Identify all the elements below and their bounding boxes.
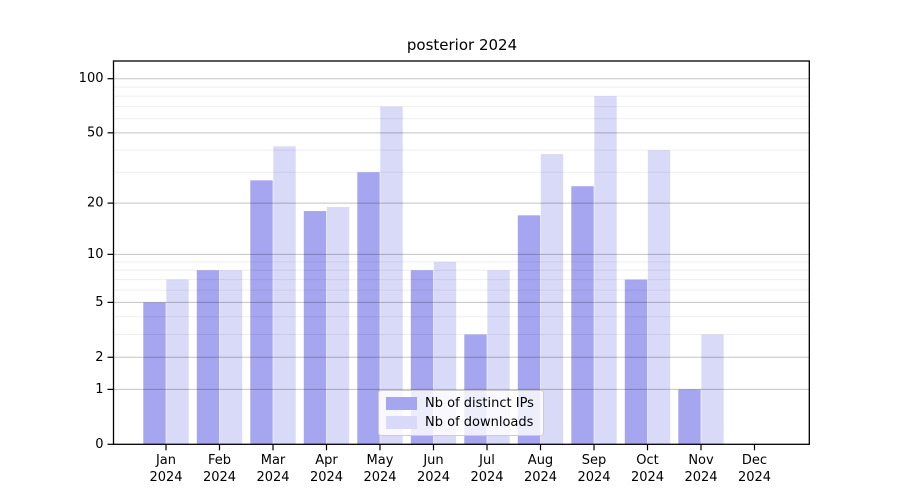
- x-tick-label-month-2: Mar: [261, 453, 286, 468]
- bar-ips-aug-2024: [517, 215, 541, 445]
- x-tick-label-year-11: 2024: [738, 470, 771, 485]
- bar-ips-feb-2024: [196, 270, 220, 445]
- bar-downloads-nov-2024: [701, 334, 724, 445]
- x-tick-label-year-9: 2024: [631, 470, 664, 485]
- x-tick-label-year-1: 2024: [203, 470, 236, 485]
- x-tick-label-year-4: 2024: [363, 470, 396, 485]
- x-tick-label-month-0: Jan: [155, 453, 176, 468]
- bar-downloads-aug-2024: [540, 154, 564, 445]
- x-tick-label-month-1: Feb: [208, 453, 231, 468]
- bar-ips-apr-2024: [303, 211, 327, 445]
- bar-ips-jan-2024: [143, 302, 166, 445]
- bar-downloads-mar-2024: [273, 146, 296, 445]
- y-tick-label-2: 2: [95, 350, 103, 365]
- bar-downloads-feb-2024: [219, 270, 243, 445]
- legend-swatch-downloads: [386, 416, 417, 429]
- x-tick-label-month-7: Aug: [528, 453, 553, 468]
- x-tick-label-year-0: 2024: [149, 470, 182, 485]
- legend-label-ips: Nb of distinct IPs: [425, 396, 534, 411]
- x-tick-label-year-10: 2024: [684, 470, 717, 485]
- plot-border: [112, 60, 810, 445]
- bar-downloads-may-2024: [380, 106, 403, 445]
- legend-swatch-ips: [386, 397, 417, 410]
- x-tick-label-month-8: Sep: [582, 453, 607, 468]
- x-tick-label-month-11: Dec: [742, 453, 767, 468]
- bar-ips-sep-2024: [571, 186, 594, 445]
- x-tick-label-year-3: 2024: [310, 470, 343, 485]
- y-tick-label-10: 10: [87, 247, 104, 262]
- x-tick-label-year-8: 2024: [577, 470, 610, 485]
- legend-label-downloads: Nb of downloads: [425, 415, 534, 430]
- bar-ips-mar-2024: [250, 180, 273, 445]
- bar-ips-may-2024: [357, 172, 380, 445]
- legend: Nb of distinct IPs Nb of downloads: [378, 390, 544, 436]
- x-tick-label-month-10: Nov: [688, 453, 714, 468]
- y-tick-label-50: 50: [87, 125, 104, 140]
- legend-item-distinct-ips: Nb of distinct IPs: [386, 396, 535, 411]
- y-tick-label-5: 5: [95, 295, 103, 310]
- x-tick-label-year-2: 2024: [256, 470, 289, 485]
- x-tick-label-year-5: 2024: [417, 470, 450, 485]
- x-tick-label-month-9: Oct: [636, 453, 658, 468]
- x-tick-label-month-5: Jun: [422, 453, 443, 468]
- x-tick-label-month-6: Jul: [478, 453, 495, 468]
- bar-ips-nov-2024: [678, 389, 701, 445]
- y-tick-label-0: 0: [95, 437, 103, 452]
- chart-title: posterior 2024: [406, 36, 518, 54]
- legend-item-downloads: Nb of downloads: [386, 415, 535, 430]
- x-tick-label-year-6: 2024: [470, 470, 503, 485]
- bar-ips-oct-2024: [624, 279, 648, 445]
- bar-downloads-apr-2024: [326, 206, 350, 445]
- x-tick-label-month-4: May: [367, 453, 394, 468]
- x-tick-label-year-7: 2024: [524, 470, 557, 485]
- bar-downloads-jan-2024: [166, 279, 189, 445]
- bar-downloads-oct-2024: [647, 150, 671, 445]
- y-tick-label-100: 100: [79, 71, 104, 86]
- y-tick-label-20: 20: [87, 196, 104, 211]
- x-tick-label-month-3: Apr: [315, 453, 338, 468]
- bar-downloads-sep-2024: [594, 96, 617, 445]
- y-tick-label-1: 1: [95, 382, 103, 397]
